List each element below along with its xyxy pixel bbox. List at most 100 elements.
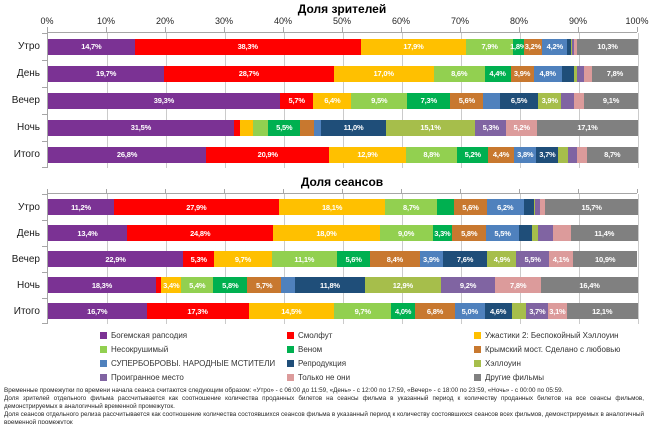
- legend-label: Хэллоуин: [485, 358, 521, 368]
- x-axis-tick-label: 60%: [391, 16, 411, 26]
- viewers-share-chart: Доля зрителей 0% 10% 20% 30% 40% 50% 60% 70% 80%…: [0, 2, 650, 168]
- segment-value-label: 4,1%: [552, 254, 570, 264]
- legend-label: Крымский мост. Сделано с любовью: [485, 344, 621, 354]
- bar-segment: 6,4%: [313, 92, 352, 109]
- legend-swatch: [100, 373, 107, 381]
- footnote-viewers-share-definition: Доля зрителей отдельного фильма рассчиты…: [4, 395, 644, 410]
- category-label: Ночь: [17, 122, 40, 133]
- gridline: [638, 194, 639, 324]
- segment-value-label: 8,8%: [423, 150, 440, 159]
- chart-row: Ночь 31,5% 5,5% 11,0% 15,1% 5,3% 5,2% 17,1%: [17, 114, 638, 141]
- legend-swatch: [100, 345, 107, 353]
- axis-tick-mark: [637, 189, 638, 193]
- segment-value-label: 5,3%: [190, 254, 208, 264]
- bar-segment: 3,4%: [161, 277, 182, 293]
- segment-value-label: 7,3%: [420, 96, 438, 105]
- bar-segment: 24,8%: [127, 225, 274, 241]
- bar-segment: 17,9%: [360, 38, 467, 55]
- x-axis-tick-label: 10%: [96, 16, 116, 26]
- segment-value-label: 12,9%: [392, 280, 413, 290]
- chart-row: Ночь 18,3% 3,4% 5,4% 5,8% 5,7% 11,8% 12,9% 9,2% 7…: [17, 272, 638, 298]
- bar-segment: 3,7%: [526, 303, 549, 319]
- segment-value-label: 11,4%: [594, 228, 615, 238]
- bar-segment: [574, 92, 585, 109]
- segment-value-label: 13,4%: [77, 228, 98, 238]
- segment-value-label: 5,6%: [462, 202, 479, 212]
- segment-value-label: 3,3%: [434, 228, 451, 238]
- x-axis-tick-label: 90%: [568, 16, 588, 26]
- legend-item: Несокрушимый: [100, 344, 287, 354]
- bar-segment: 4,0%: [391, 303, 415, 319]
- bar-segment: 3,1%: [548, 303, 567, 319]
- segment-value-label: 3,2%: [524, 42, 542, 51]
- segment-value-label: 14,5%: [281, 306, 302, 316]
- category-label: Утро: [17, 41, 40, 52]
- legend-label: Смолфут: [298, 330, 333, 340]
- segment-value-label: 8,4%: [386, 254, 404, 264]
- segment-value-label: 11,1%: [294, 254, 315, 264]
- x-axis-tick-label: 30%: [214, 16, 234, 26]
- bar-segment: [252, 119, 269, 136]
- category-axis-tick: [42, 33, 48, 34]
- bar-segment: [533, 199, 536, 215]
- bar-segment: [572, 38, 575, 55]
- bar-segment: 4,9%: [487, 251, 517, 267]
- legend-swatch: [474, 373, 481, 381]
- segment-value-label: 10,9%: [595, 254, 616, 264]
- bar-segment: 4,6%: [484, 303, 512, 319]
- bar-segment: [576, 65, 584, 82]
- bar-segment: 4,4%: [484, 65, 511, 82]
- segment-value-label: 10,3%: [597, 42, 618, 51]
- segment-value-label: 4,8%: [539, 69, 557, 78]
- axis-tick-mark: [637, 27, 638, 32]
- segment-value-label: 28,7%: [238, 69, 260, 78]
- bar-segment: 3,3%: [432, 225, 453, 241]
- segment-value-label: 16,7%: [87, 306, 108, 316]
- category-label: Утро: [17, 201, 40, 213]
- chart-row: Итого 26,8% 20,9% 12,9% 8,8% 5,2% 4,4% 3,8% 3,7%…: [14, 141, 638, 168]
- bar-segment: 7,9%: [466, 38, 513, 55]
- axis-tick-mark: [47, 27, 48, 32]
- legend-item: Хэллоуин: [474, 358, 650, 368]
- bar-segment: 13,4%: [48, 225, 128, 241]
- bar-segment: [558, 146, 568, 163]
- bar-segment: 38,3%: [134, 38, 361, 55]
- segment-value-label: 5,0%: [461, 306, 479, 316]
- bar-segment: 1,8%: [510, 38, 527, 55]
- bar-segment: [511, 303, 527, 319]
- segment-value-label: 9,2%: [459, 280, 477, 290]
- bar-segment: 39,3%: [48, 92, 280, 109]
- legend-swatch: [100, 331, 107, 339]
- legend-item: Смолфут: [287, 330, 474, 340]
- bar-segment: 12,1%: [566, 303, 638, 319]
- stacked-bar: 16,7% 17,3% 14,5% 9,7% 4,0% 6,8% 5,0% 4,6% 3,7% 3…: [48, 303, 638, 319]
- segment-value-label: 9,1%: [602, 96, 620, 105]
- plot-area: Утро 14,7% 38,3% 17,9% 7,9% 1,8% 3,2% 4,2% 10,3%…: [12, 33, 639, 168]
- stacked-bar: 26,8% 20,9% 12,9% 8,8% 5,2% 4,4% 3,8% 3,7% 8,7%: [48, 146, 638, 163]
- segment-value-label: 3,7%: [529, 306, 546, 316]
- legend-swatch: [287, 345, 294, 353]
- bar-segment: 19,7%: [48, 65, 165, 82]
- segment-value-label: 18,3%: [91, 280, 113, 290]
- stacked-bar: 19,7% 28,7% 17,0% 8,6% 4,4% 3,9% 4,8% 7,8%: [48, 65, 638, 82]
- segment-value-label: 4,4%: [489, 69, 506, 78]
- segment-value-label: 5,6%: [345, 254, 362, 264]
- segment-value-label: 18,0%: [316, 228, 337, 238]
- bar-segment: 4,1%: [548, 251, 574, 267]
- bar-segment: 7,8%: [591, 65, 638, 82]
- bar-segment: 5,7%: [247, 277, 282, 293]
- bar-segment: 3,9%: [510, 65, 534, 82]
- axis-tick-mark: [460, 27, 461, 32]
- segment-value-label: 14,7%: [81, 42, 102, 51]
- legend-item: Богемская рапсодия: [100, 330, 287, 340]
- category-label: Итого: [13, 305, 40, 317]
- bar-segment: 5,3%: [183, 251, 215, 267]
- bar-segment: 5,3%: [475, 119, 507, 136]
- category-axis-tick: [42, 298, 48, 299]
- bar-segment: 8,8%: [405, 146, 458, 163]
- bar-segment: 12,9%: [364, 277, 441, 293]
- axis-tick-mark: [519, 27, 520, 32]
- segment-value-label: 6,8%: [426, 306, 444, 316]
- x-axis-tick-label: 0%: [40, 16, 54, 26]
- footnotes: Временные промежутки по времени начала с…: [4, 387, 644, 424]
